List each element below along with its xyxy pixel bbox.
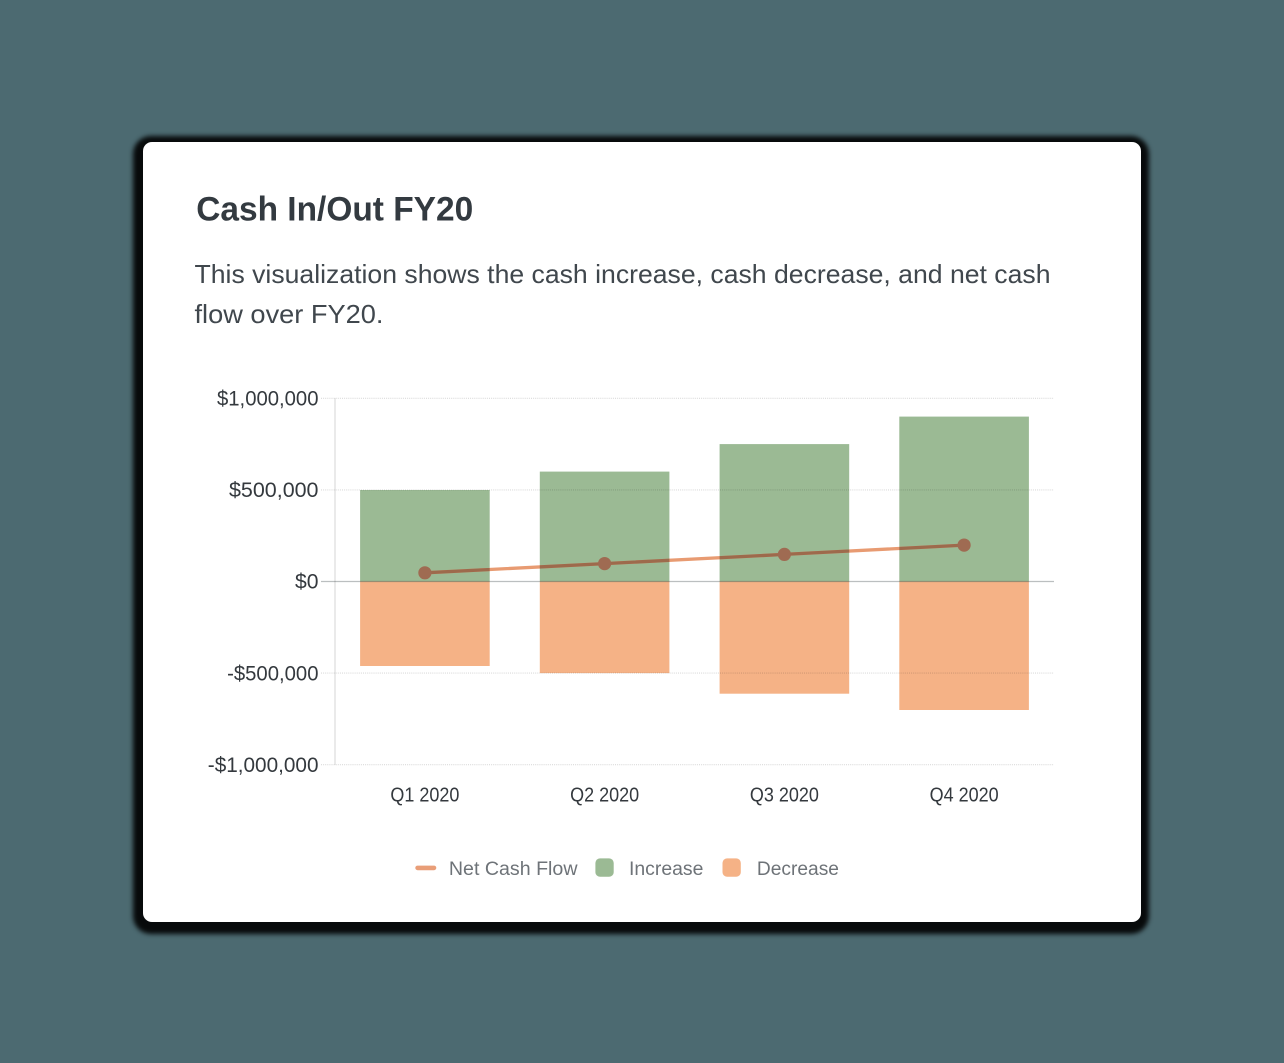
svg-text:Q1 2020: Q1 2020 xyxy=(390,783,459,806)
svg-text:-$500,000: -$500,000 xyxy=(227,662,318,685)
svg-text:Q4 2020: Q4 2020 xyxy=(930,783,999,806)
svg-text:This visualization shows the c: This visualization shows the cash increa… xyxy=(195,259,1051,289)
svg-text:Q2 2020: Q2 2020 xyxy=(570,783,639,806)
svg-text:Q3 2020: Q3 2020 xyxy=(750,783,819,806)
svg-text:Increase: Increase xyxy=(629,859,703,880)
svg-text:$0: $0 xyxy=(295,571,319,594)
svg-text:$1,000,000: $1,000,000 xyxy=(217,388,319,411)
svg-text:$500,000: $500,000 xyxy=(229,479,319,502)
svg-text:-$1,000,000: -$1,000,000 xyxy=(208,754,319,777)
svg-text:flow over FY20.: flow over FY20. xyxy=(195,299,384,329)
svg-text:Cash In/Out FY20: Cash In/Out FY20 xyxy=(196,191,473,229)
svg-text:Net Cash Flow: Net Cash Flow xyxy=(449,859,578,880)
svg-text:Decrease: Decrease xyxy=(757,859,839,880)
